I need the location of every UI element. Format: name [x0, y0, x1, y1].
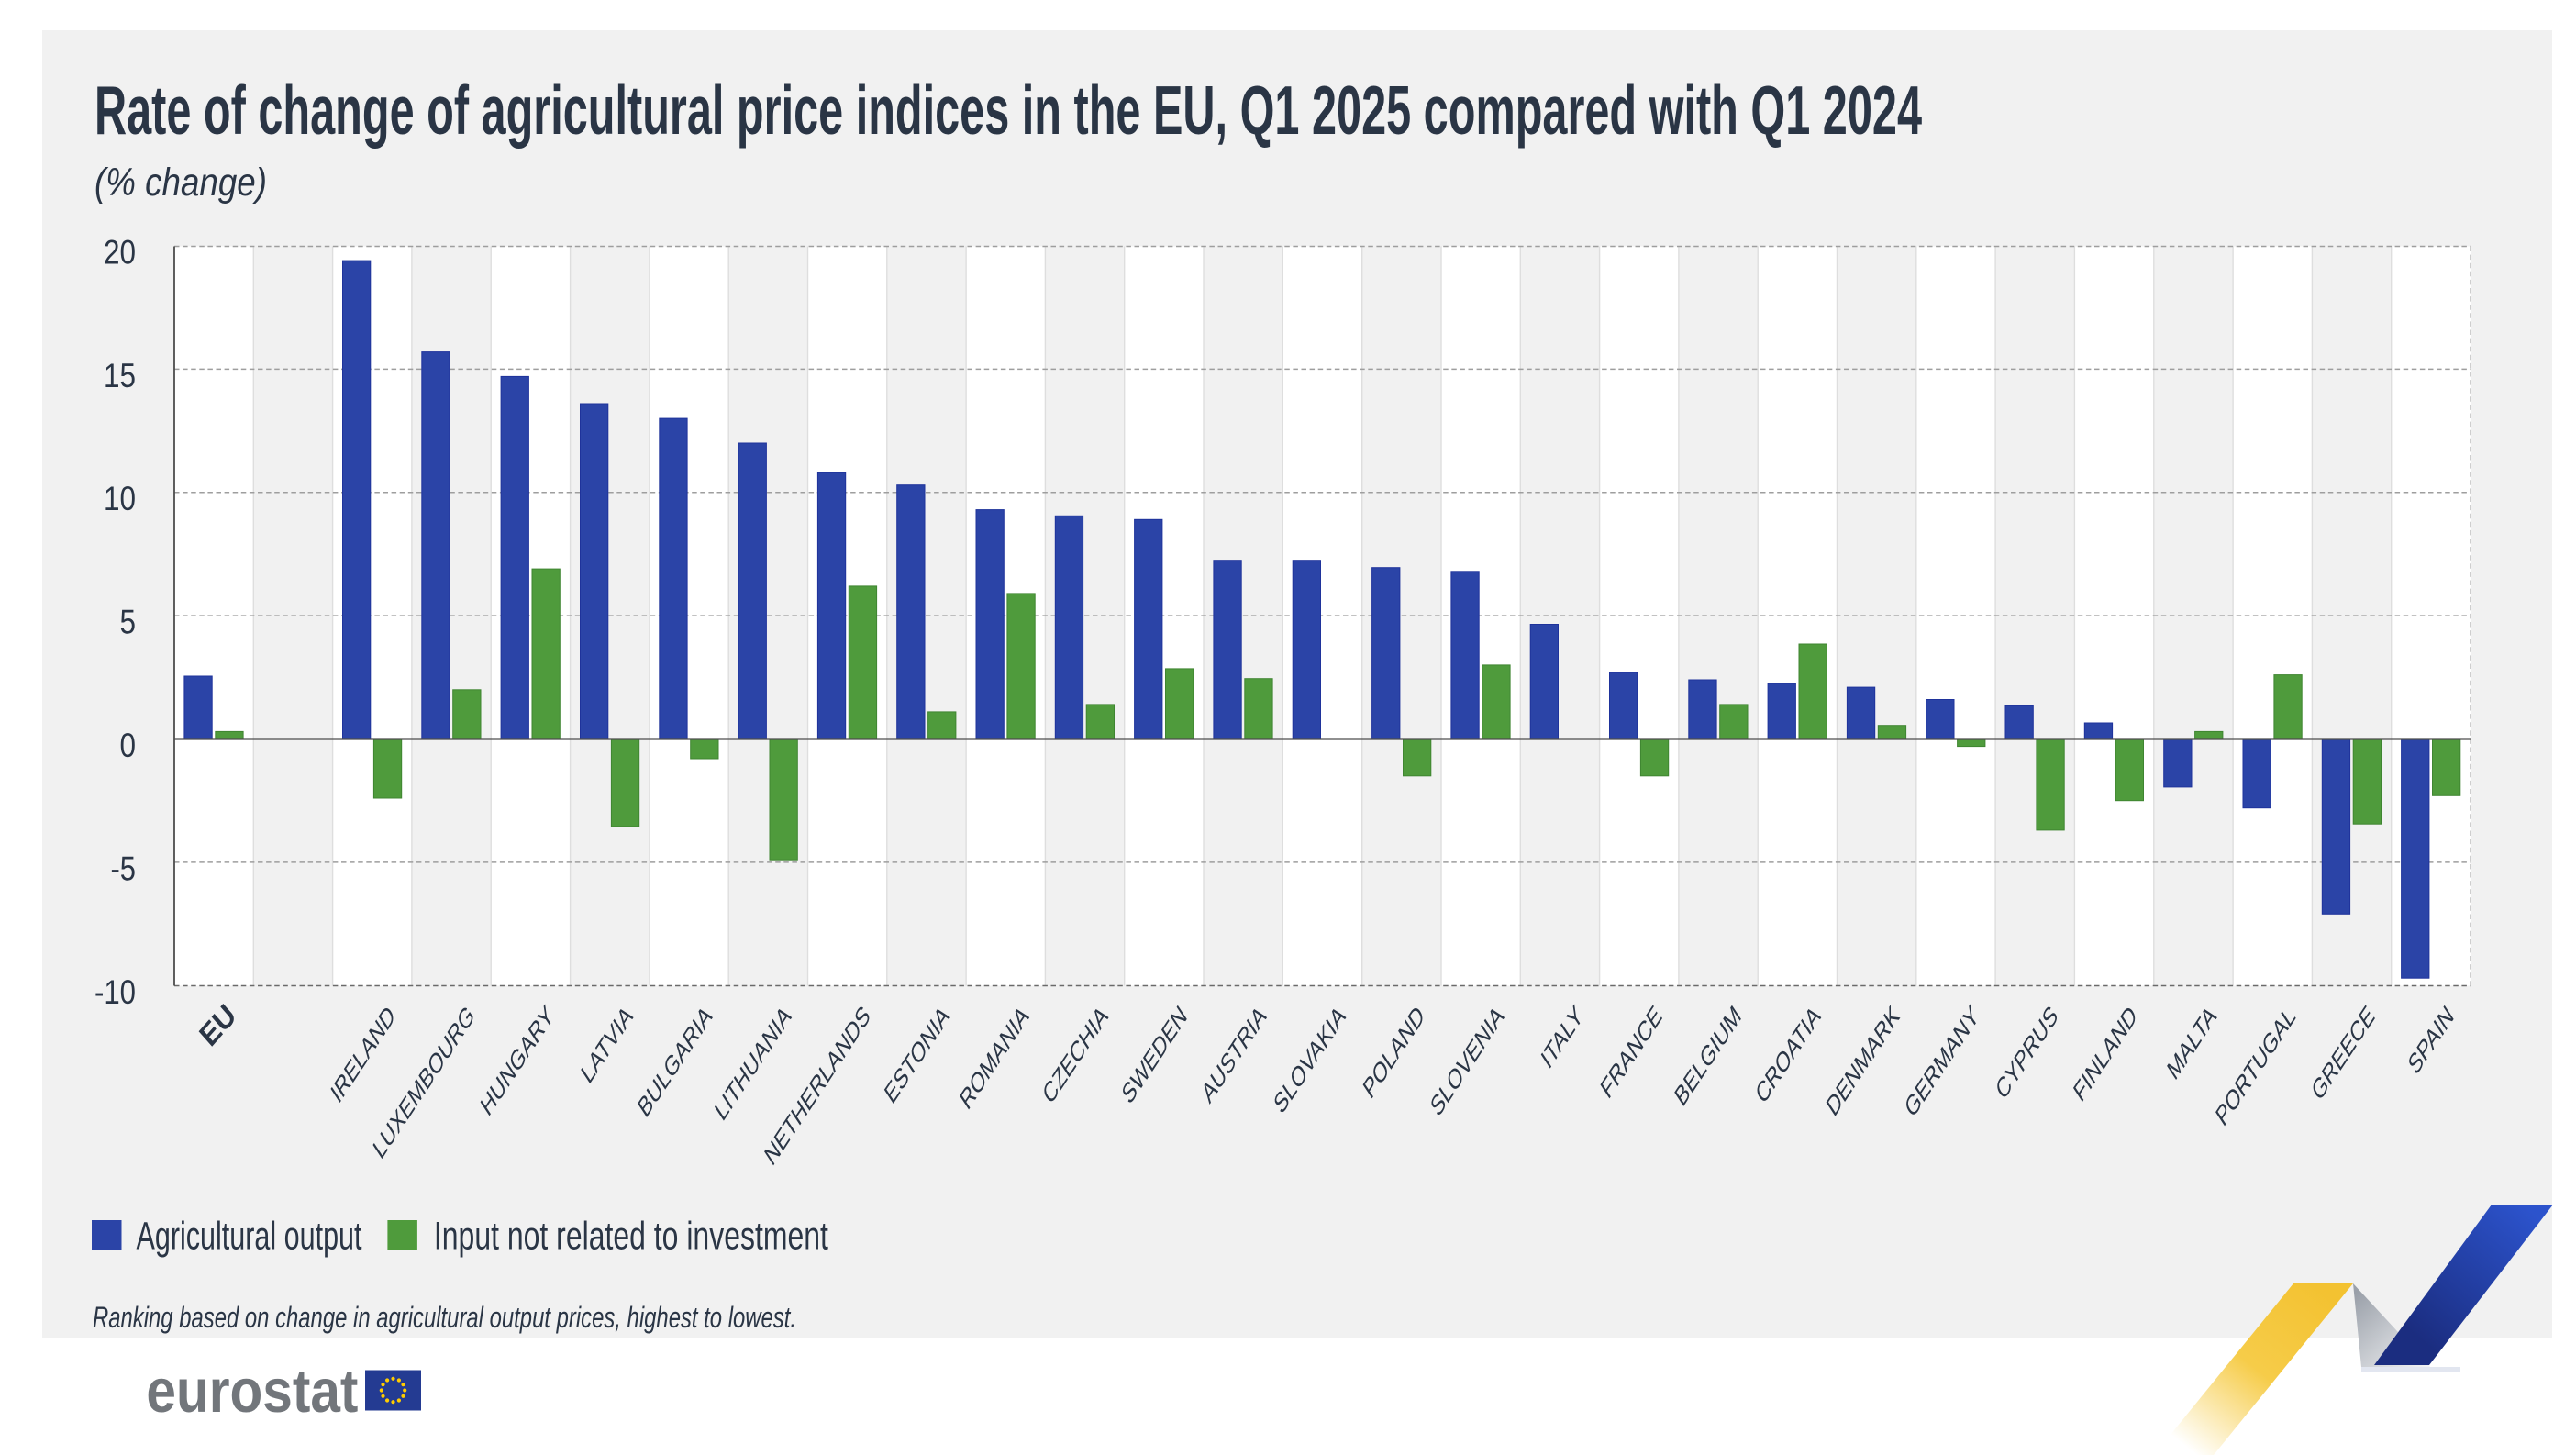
svg-text:20: 20 [104, 234, 136, 272]
svg-text:-10: -10 [94, 973, 136, 1011]
svg-text:(% change): (% change) [94, 161, 267, 205]
svg-text:Ranking based on change in agr: Ranking based on change in agricultural … [93, 1301, 796, 1334]
svg-text:-5: -5 [111, 850, 137, 887]
svg-text:Agricultural output: Agricultural output [137, 1215, 362, 1259]
svg-text:5: 5 [120, 604, 137, 641]
svg-text:Rate of change of agricultural: Rate of change of agricultural price ind… [94, 72, 1922, 149]
svg-text:Input not related to investmen: Input not related to investment [434, 1215, 828, 1259]
svg-text:0: 0 [120, 727, 137, 764]
svg-text:15: 15 [104, 357, 136, 394]
svg-text:10: 10 [104, 480, 136, 517]
svg-text:eurostat: eurostat [146, 1357, 358, 1426]
